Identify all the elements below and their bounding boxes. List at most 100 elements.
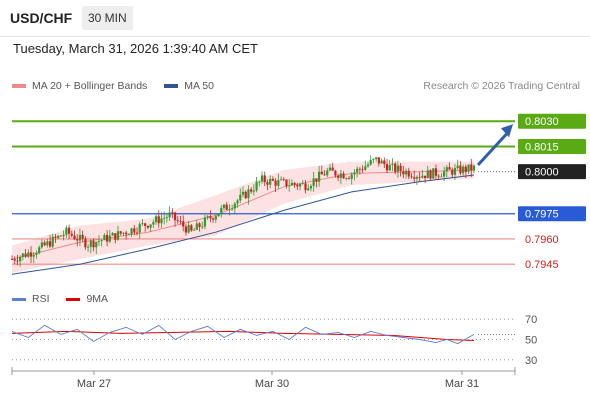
candle-body xyxy=(21,253,24,258)
candle-body xyxy=(217,213,220,217)
legend-ma50: MA 50 xyxy=(164,80,214,92)
candle-body xyxy=(130,228,133,235)
candle-body xyxy=(331,167,334,171)
candle-body xyxy=(451,169,454,175)
candle-body xyxy=(402,171,405,175)
candle-body xyxy=(432,168,435,179)
candle-body xyxy=(334,170,337,176)
candle-body xyxy=(168,212,171,218)
ma20-swatch xyxy=(12,84,26,89)
candle-body xyxy=(282,179,285,181)
timeframe-badge[interactable]: 30 MIN xyxy=(82,6,133,30)
candle-body xyxy=(415,176,419,179)
candle-body xyxy=(133,228,136,233)
candle-body xyxy=(337,175,340,178)
candle-body xyxy=(65,227,68,235)
candle-body xyxy=(301,183,304,185)
candle-body xyxy=(339,173,342,178)
candle-body xyxy=(269,178,272,185)
candle-body xyxy=(380,160,383,164)
candle-body xyxy=(184,226,188,233)
rsi-line xyxy=(11,324,475,345)
research-credit: Research © 2026 Trading Central xyxy=(423,80,580,92)
candle-body xyxy=(38,247,41,254)
candle-body xyxy=(195,223,198,230)
candle-body xyxy=(73,235,76,240)
candle-body xyxy=(443,171,446,177)
rsi-legend: RSI 9MA xyxy=(12,293,122,305)
x-tick-label-0: Mar 27 xyxy=(77,378,111,390)
candle-body xyxy=(350,174,353,179)
candle-body xyxy=(396,165,400,172)
candle-body xyxy=(288,185,291,187)
candle-body xyxy=(366,164,370,167)
candle-body xyxy=(421,175,424,178)
candle-body xyxy=(464,166,467,172)
candle-body xyxy=(279,179,283,181)
level-box-1 xyxy=(518,138,586,154)
candle-body xyxy=(467,164,470,172)
candle-body xyxy=(239,194,242,201)
candle-body xyxy=(182,221,185,227)
candle-body xyxy=(212,218,215,220)
candle-body xyxy=(277,180,280,186)
candle-body xyxy=(356,168,359,173)
candle-body xyxy=(328,167,332,171)
candle-body xyxy=(92,240,95,248)
candle-body xyxy=(214,216,217,220)
candle-body xyxy=(127,234,130,236)
candle-body xyxy=(154,216,158,223)
candle-body xyxy=(320,171,323,175)
datetime-label: Tuesday, March 31, 2026 1:39:40 AM CET xyxy=(13,41,258,56)
candle-body xyxy=(472,165,476,171)
candle-body xyxy=(201,226,204,228)
candle-body xyxy=(437,175,440,177)
candle-body xyxy=(293,182,296,185)
candle-body xyxy=(141,223,144,225)
candle-body xyxy=(470,164,473,171)
candle-body xyxy=(122,232,125,234)
candle-body xyxy=(24,253,27,257)
candle-body xyxy=(440,176,443,178)
candle-body xyxy=(296,184,299,187)
candle-body xyxy=(111,233,114,236)
candle-body xyxy=(32,254,35,257)
level-box-2 xyxy=(518,164,586,180)
legend-rsi-label: RSI xyxy=(32,293,50,305)
candle-body xyxy=(176,220,179,222)
legend-9ma-label: 9MA xyxy=(86,293,109,305)
candle-body xyxy=(391,163,394,165)
candle-body xyxy=(434,168,438,176)
rsi-swatch xyxy=(12,297,26,301)
candle-body xyxy=(62,234,65,237)
candle-body xyxy=(326,170,329,176)
candle-body xyxy=(78,234,82,241)
candle-body xyxy=(241,191,245,195)
candle-body xyxy=(252,190,255,192)
candle-body xyxy=(429,170,432,179)
ma9-swatch xyxy=(66,297,81,301)
candle-body xyxy=(361,169,364,171)
candle-body xyxy=(285,179,288,187)
candle-body xyxy=(462,166,465,174)
candle-body xyxy=(103,234,106,241)
candle-body xyxy=(222,204,226,208)
candle-body xyxy=(187,225,190,233)
candle-body xyxy=(19,257,22,262)
candle-body xyxy=(231,208,234,210)
candle-body xyxy=(198,223,201,228)
candle-body xyxy=(106,234,109,242)
rsi-tick-50: 50 xyxy=(525,335,537,347)
candle-body xyxy=(298,184,302,187)
x-tick-label-2: Mar 31 xyxy=(445,378,479,390)
candle-body xyxy=(100,240,103,242)
candle-body xyxy=(345,178,348,180)
candle-body xyxy=(190,225,193,231)
candle-body xyxy=(323,174,326,176)
candle-body xyxy=(149,224,152,228)
candle-body xyxy=(369,160,372,165)
candle-body xyxy=(358,168,361,170)
candle-body xyxy=(263,175,266,183)
level-label-3: 0.7975 xyxy=(525,209,559,221)
